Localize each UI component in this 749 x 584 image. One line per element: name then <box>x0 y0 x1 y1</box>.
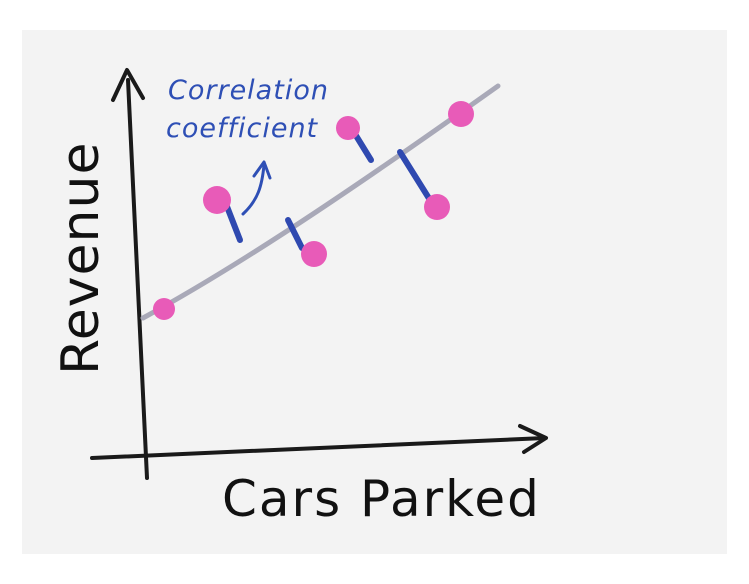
data-point <box>153 298 175 320</box>
residual-line <box>397 149 433 203</box>
data-point <box>301 241 327 267</box>
y-axis-label: Revenue <box>51 141 111 375</box>
data-point <box>448 101 474 127</box>
annotation-arrowhead <box>252 160 272 180</box>
data-point <box>203 186 231 214</box>
annotation-arrow <box>241 163 266 216</box>
data-point <box>336 116 360 140</box>
x-axis-label: Cars Parked <box>222 470 541 528</box>
y-axis <box>126 78 149 480</box>
residual-line <box>223 201 243 243</box>
x-axis <box>90 436 547 460</box>
x-axis-arrow <box>518 424 548 454</box>
annotation-line1: Correlation <box>168 75 329 106</box>
annotation-line2: coefficient <box>166 113 319 144</box>
data-point <box>424 194 450 220</box>
annotation-label: Correlation coefficient <box>166 72 378 148</box>
residual-line <box>285 217 305 251</box>
y-axis-arrow <box>111 68 145 102</box>
residual-line <box>352 131 374 163</box>
